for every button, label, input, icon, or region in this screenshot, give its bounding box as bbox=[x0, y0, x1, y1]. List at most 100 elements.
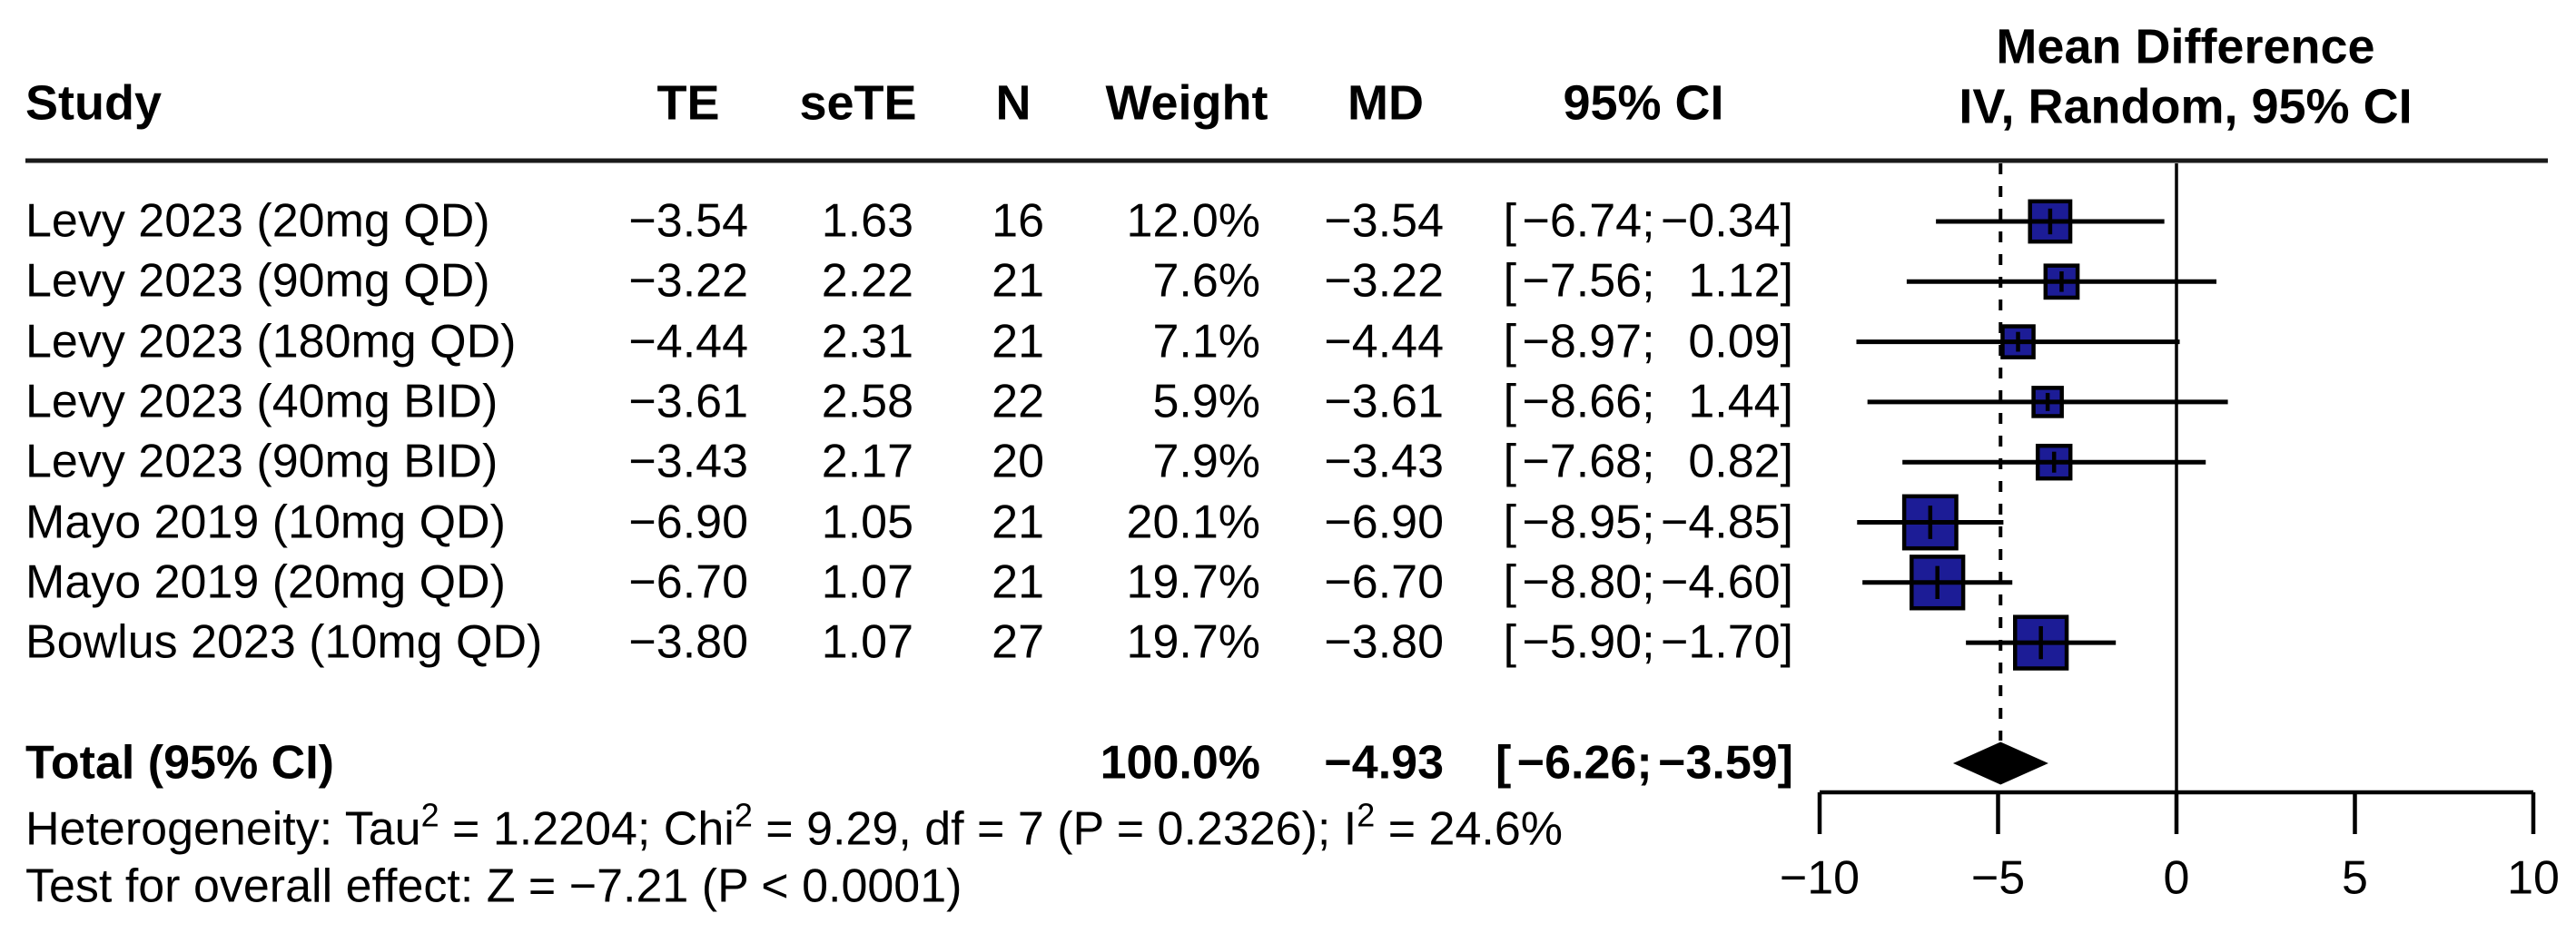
te-value: −3.61 bbox=[628, 375, 748, 428]
ci-upper-value: 0.09 bbox=[1688, 315, 1781, 368]
sete-value: 2.58 bbox=[821, 375, 913, 428]
ci-lower-value: −5.90 bbox=[1522, 615, 1643, 669]
sete-value: 1.07 bbox=[821, 615, 913, 669]
column-header-ci: 95% CI bbox=[1563, 75, 1724, 131]
sete-value: 2.22 bbox=[821, 254, 913, 308]
superscript-2: 2 bbox=[1357, 796, 1376, 834]
heterogeneity-segment: = 24.6% bbox=[1375, 802, 1563, 856]
heterogeneity-segment: Heterogeneity: Tau bbox=[25, 802, 421, 856]
x-axis-tick-label: 10 bbox=[2507, 851, 2560, 905]
plot-title-line2: IV, Random, 95% CI bbox=[1959, 79, 2413, 134]
study-label: Levy 2023 (90mg BID) bbox=[25, 435, 498, 488]
weight-value: 7.1% bbox=[1152, 315, 1260, 368]
sete-value: 1.07 bbox=[821, 555, 913, 609]
ci-upper-value: −4.85 bbox=[1660, 495, 1781, 548]
ci-separator: ; bbox=[1642, 375, 1655, 428]
ci-lower-value: −8.97 bbox=[1522, 315, 1643, 368]
study-label: Mayo 2019 (20mg QD) bbox=[25, 555, 506, 609]
sete-value: 2.31 bbox=[821, 315, 913, 368]
ci-upper-value: −3.59 bbox=[1658, 736, 1778, 790]
md-value: −3.61 bbox=[1324, 375, 1444, 428]
ci-value: [−7.56; 1.12] bbox=[1504, 254, 1793, 308]
te-value: −3.80 bbox=[628, 615, 748, 669]
plot-title-line1: Mean Difference bbox=[1996, 19, 2375, 74]
ci-upper-value: −1.70 bbox=[1660, 615, 1781, 669]
x-axis-tick-label: 0 bbox=[2163, 851, 2190, 905]
te-value: −3.22 bbox=[628, 254, 748, 308]
ci-value: [−5.90; −1.70] bbox=[1503, 615, 1793, 669]
study-label: Bowlus 2023 (10mg QD) bbox=[25, 615, 543, 669]
n-value: 21 bbox=[992, 315, 1044, 368]
te-value: −3.54 bbox=[628, 194, 748, 248]
ci-lower-value: −7.56 bbox=[1522, 254, 1643, 308]
weight-value: 5.9% bbox=[1152, 375, 1260, 428]
ci-separator: ; bbox=[1642, 555, 1655, 609]
total-row-label: Total (95% CI) bbox=[25, 736, 334, 790]
n-value: 16 bbox=[992, 194, 1044, 248]
column-header-n: N bbox=[995, 75, 1031, 131]
ci-lower-value: −8.66 bbox=[1522, 375, 1643, 428]
ci-value: [−8.95; −4.85] bbox=[1504, 496, 1793, 548]
ci-upper-value: 1.12 bbox=[1688, 254, 1781, 308]
ci-close-bracket: ] bbox=[1780, 495, 1793, 548]
ci-open-bracket: [ bbox=[1503, 555, 1517, 609]
superscript-2: 2 bbox=[734, 796, 753, 834]
md-value: −3.43 bbox=[1324, 435, 1444, 488]
sete-value: 2.17 bbox=[821, 435, 913, 488]
weight-value: 19.7% bbox=[1126, 555, 1260, 609]
ci-lower-value: −7.68 bbox=[1522, 435, 1643, 488]
ci-close-bracket: ] bbox=[1780, 254, 1793, 308]
md-value: −3.54 bbox=[1324, 194, 1444, 248]
ci-separator: ; bbox=[1642, 615, 1655, 669]
ci-upper-value: 1.44 bbox=[1688, 375, 1781, 428]
ci-upper-value: −4.60 bbox=[1660, 555, 1781, 609]
ci-separator: ; bbox=[1642, 435, 1655, 488]
ci-close-bracket: ] bbox=[1780, 194, 1793, 248]
superscript-2: 2 bbox=[420, 796, 439, 834]
ci-open-bracket: [ bbox=[1503, 375, 1517, 428]
ci-lower-value: −6.26 bbox=[1516, 736, 1637, 790]
ci-close-bracket: ] bbox=[1780, 555, 1793, 609]
ci-lower-value: −6.74 bbox=[1522, 194, 1643, 248]
ci-close-bracket: ] bbox=[1780, 315, 1793, 368]
ci-separator: ; bbox=[1636, 736, 1653, 790]
x-axis-tick-label: −10 bbox=[1779, 851, 1860, 905]
ci-separator: ; bbox=[1642, 315, 1655, 368]
study-label: Levy 2023 (20mg QD) bbox=[25, 194, 490, 248]
ci-open-bracket: [ bbox=[1503, 435, 1517, 488]
sete-value: 1.05 bbox=[821, 495, 913, 548]
n-value: 21 bbox=[992, 495, 1044, 548]
n-value: 21 bbox=[992, 555, 1044, 609]
study-label: Levy 2023 (40mg BID) bbox=[25, 375, 498, 428]
study-label: Levy 2023 (90mg QD) bbox=[25, 254, 490, 308]
x-axis-tick-label: −5 bbox=[1970, 851, 2026, 905]
ci-lower-value: −8.80 bbox=[1522, 555, 1643, 609]
study-label: Mayo 2019 (10mg QD) bbox=[25, 495, 506, 548]
column-header-sete: seTE bbox=[799, 75, 917, 131]
ci-separator: ; bbox=[1642, 194, 1655, 248]
ci-value: [−8.66; 1.44] bbox=[1504, 376, 1793, 427]
ci-lower-value: −8.95 bbox=[1522, 495, 1643, 548]
ci-close-bracket: ] bbox=[1780, 615, 1793, 669]
ci-value: [−8.97; 0.09] bbox=[1504, 315, 1793, 368]
column-header-weight: Weight bbox=[1105, 75, 1268, 131]
ci-open-bracket: [ bbox=[1495, 736, 1512, 790]
ci-separator: ; bbox=[1642, 254, 1655, 308]
weight-value: 20.1% bbox=[1126, 495, 1260, 548]
weight-value: 7.6% bbox=[1152, 254, 1260, 308]
n-value: 22 bbox=[992, 375, 1044, 428]
total-md: −4.93 bbox=[1324, 736, 1444, 790]
n-value: 21 bbox=[992, 254, 1044, 308]
column-header-te: TE bbox=[656, 75, 720, 131]
md-value: −4.44 bbox=[1324, 315, 1444, 368]
ci-close-bracket: ] bbox=[1780, 435, 1793, 488]
md-value: −6.90 bbox=[1324, 495, 1444, 548]
ci-value: [−8.80; −4.60] bbox=[1504, 556, 1793, 608]
sete-value: 1.63 bbox=[821, 194, 913, 248]
heterogeneity-segment: = 1.2204; Chi bbox=[439, 802, 735, 856]
ci-open-bracket: [ bbox=[1503, 615, 1517, 669]
md-value: −3.22 bbox=[1324, 254, 1444, 308]
te-value: −6.90 bbox=[628, 495, 748, 548]
study-label: Levy 2023 (180mg QD) bbox=[25, 315, 517, 368]
